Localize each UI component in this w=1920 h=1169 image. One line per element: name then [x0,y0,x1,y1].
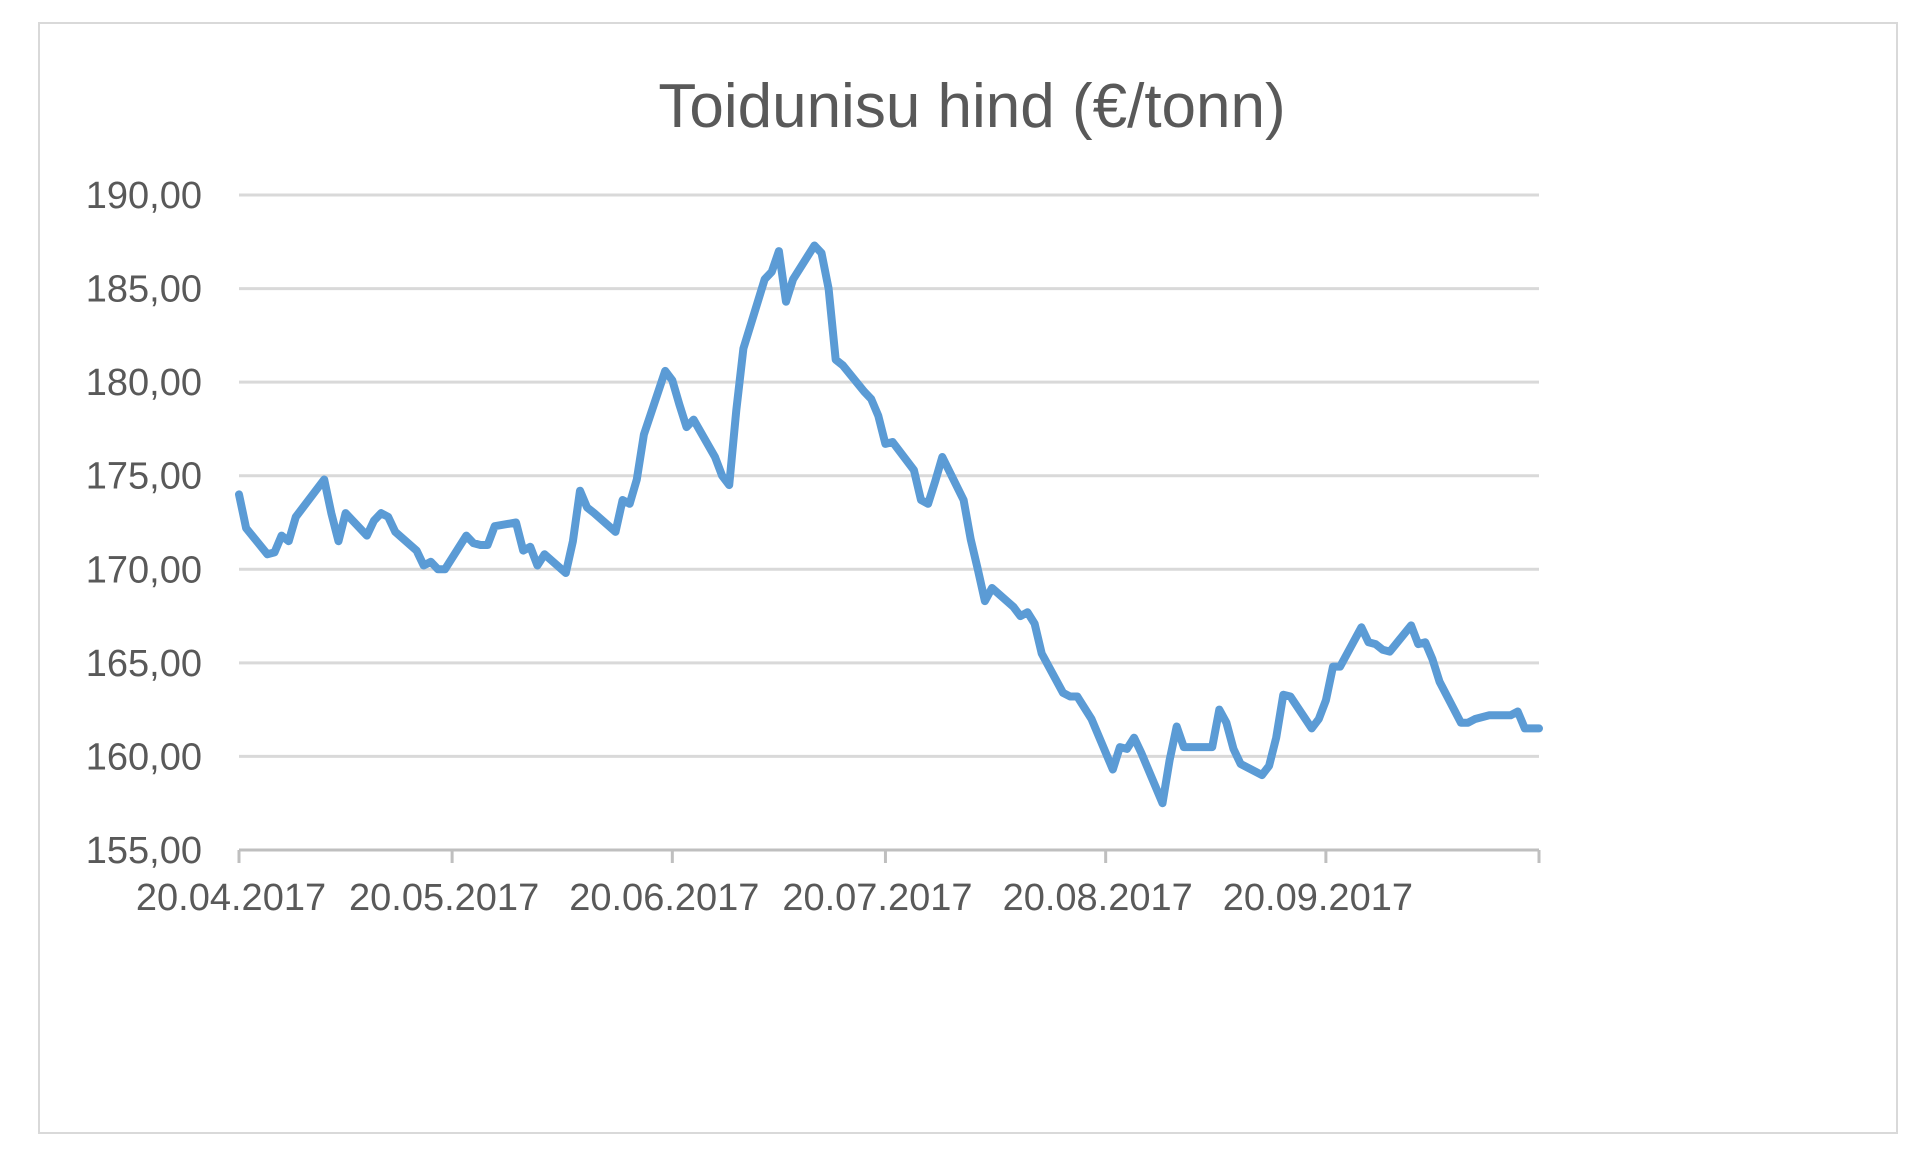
x-tick-label: 20.08.2017 [1003,877,1193,919]
y-tick-label: 165,00 [86,643,202,685]
y-tick-label: 155,00 [86,830,202,872]
chart-title: Toidunisu hind (€/tonn) [658,72,1285,141]
y-axis-tick-labels: 155,00 160,00 165,00 170,00 175,00 180,00 185,… [86,175,202,872]
x-tick-label: 20.05.2017 [349,877,539,919]
y-tick-label: 185,00 [86,269,202,311]
x-tick-label: 20.09.2017 [1223,877,1413,919]
line-chart: Toidunisu hind (€/tonn) 155,00 160,00 165,… [86,72,1543,919]
x-axis: 20.04.2017 20.05.2017 20.06.2017 20.07.2017… [136,848,1541,919]
series-layer [235,241,1543,808]
chart-frame: Toidunisu hind (€/tonn) 155,00 160,00 165,… [38,22,1898,1134]
x-tick-label: 20.07.2017 [782,877,972,919]
y-tick-label: 190,00 [86,175,202,217]
y-tick-label: 170,00 [86,549,202,591]
x-tick-label: 20.04.2017 [136,877,326,919]
y-tick-label: 160,00 [86,736,202,778]
series-line-0 [235,241,1543,808]
y-tick-label: 175,00 [86,456,202,498]
gridlines [239,193,1539,758]
y-tick-label: 180,00 [86,362,202,404]
x-tick-label: 20.06.2017 [569,877,759,919]
